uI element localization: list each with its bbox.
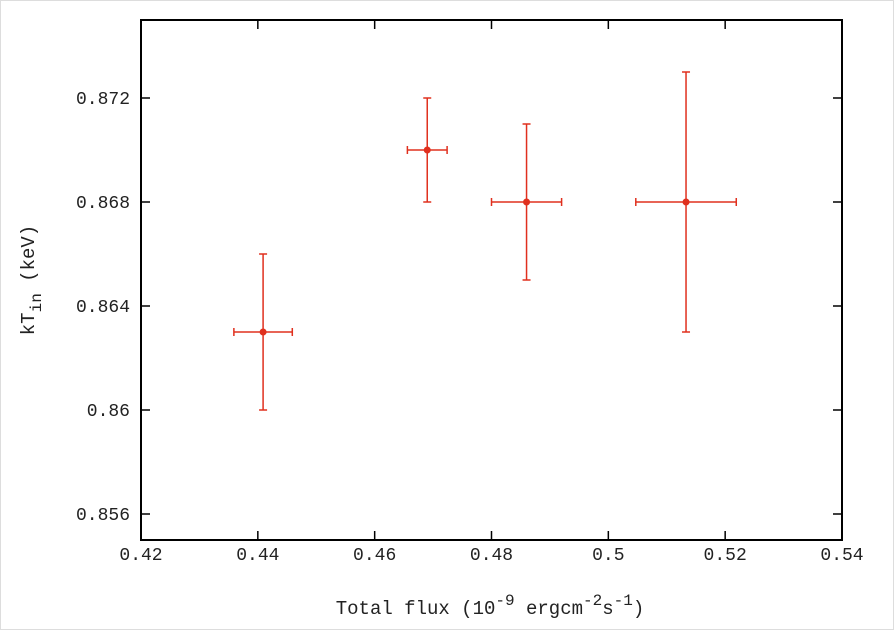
point	[523, 198, 531, 206]
x-tick-label: 0.5	[592, 546, 624, 566]
x-label-sup: -9	[495, 592, 514, 610]
x-tick-label: 0.48	[470, 546, 513, 566]
y-label-sub: in	[28, 293, 46, 312]
x-tick-label: 0.52	[704, 546, 747, 566]
y-tick-label: 0.868	[76, 194, 130, 214]
y-tick-label: 0.872	[76, 90, 130, 110]
x-label-sup: -2	[583, 592, 602, 610]
y-label-part: (keV)	[18, 225, 40, 293]
y-tick-label: 0.864	[76, 298, 130, 318]
x-label-part: s	[602, 598, 613, 620]
x-label-part: Total flux (10	[336, 598, 496, 620]
point	[259, 328, 267, 336]
x-axis-label: Total flux (10-9 ergcm-2s-1)	[336, 592, 644, 620]
y-tick-label: 0.86	[87, 402, 130, 422]
x-tick-label: 0.54	[820, 546, 863, 566]
y-tick-label: 0.856	[76, 506, 130, 526]
x-label-part: )	[633, 598, 644, 620]
y-axis-label: kTin (keV)	[18, 225, 46, 335]
y-label-part: kT	[18, 312, 40, 335]
x-tick-label: 0.44	[236, 546, 279, 566]
x-label-sup: -1	[614, 592, 633, 610]
point	[682, 198, 690, 206]
point	[423, 146, 431, 154]
x-tick-label: 0.42	[119, 546, 162, 566]
x-label-part: ergcm	[515, 598, 583, 620]
x-tick-label: 0.46	[353, 546, 396, 566]
